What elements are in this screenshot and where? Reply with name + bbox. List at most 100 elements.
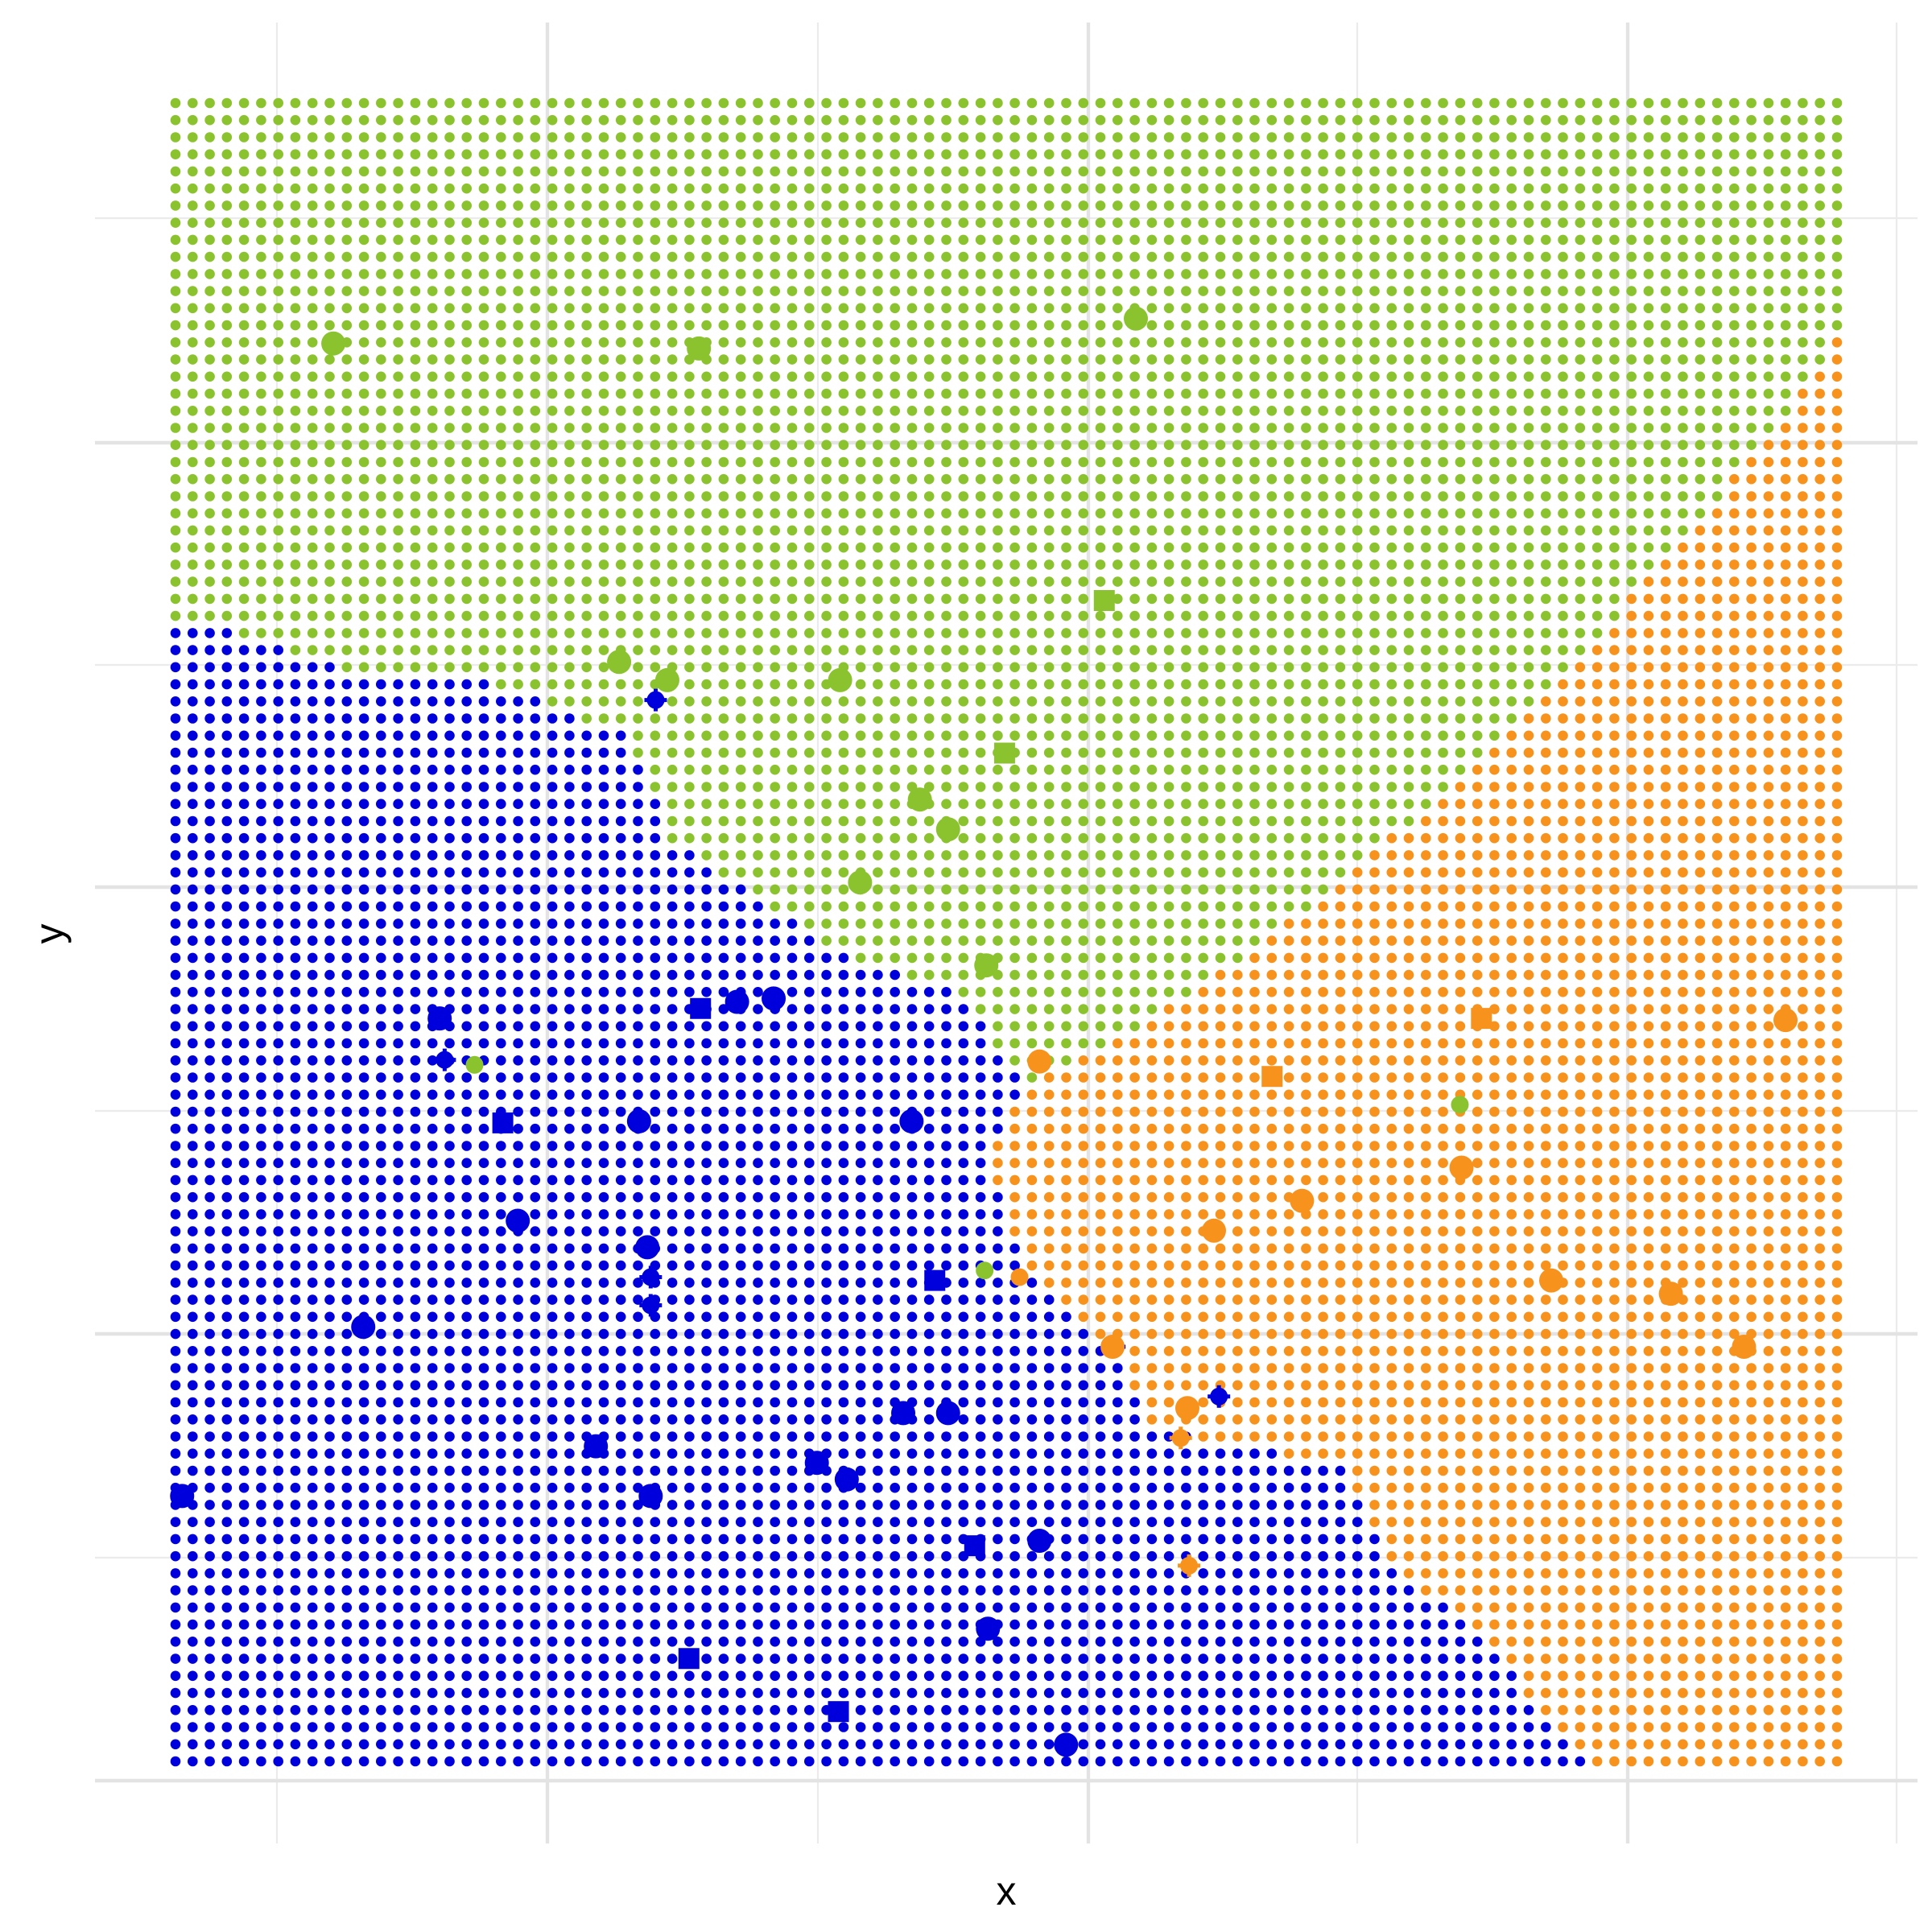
grid-dot-blue [615,1004,626,1014]
grid-dot-blue [204,1585,215,1596]
grid-dot-blue [650,1653,661,1664]
grid-dot-blue [701,1072,712,1083]
grid-dot-blue [547,969,558,980]
grid-dot-orange [1352,1174,1363,1186]
grid-dot-blue [1009,1550,1020,1562]
grid-dot-blue [513,952,523,964]
grid-dot-orange [1746,1294,1757,1305]
grid-dot-blue [1266,1482,1278,1493]
grid-dot-blue [684,1038,695,1049]
grid-dot-blue [1146,1739,1158,1750]
grid-dot-orange [1506,901,1517,912]
grid-dot-orange [1814,1209,1825,1220]
grid-dot-orange [1198,1089,1208,1100]
grid-dot-blue [1163,1534,1174,1545]
grid-dot-blue [753,1328,763,1340]
grid-dot-blue [684,1431,695,1442]
grid-dot-green [1129,901,1140,912]
grid-dot-blue [753,1534,763,1545]
grid-dot-blue [770,1431,780,1442]
grid-dot-blue [496,1687,506,1699]
grid-dot-orange [1506,987,1517,997]
grid-dot-blue [941,1637,952,1647]
grid-dot-orange [1249,1311,1260,1323]
grid-dot-blue [376,1294,386,1305]
grid-dot-orange [1591,1550,1603,1562]
grid-dot-orange [1626,1431,1637,1442]
grid-dot-blue [786,1619,798,1630]
grid-dot-orange [1506,1653,1517,1664]
grid-dot-blue [753,1431,763,1442]
grid-dot-orange [1421,1123,1431,1134]
grid-dot-orange [1489,1226,1500,1236]
grid-dot-orange [1283,1448,1294,1459]
grid-dot-blue [821,1534,832,1545]
grid-dot-orange [1609,1482,1620,1493]
grid-dot-blue [358,1722,369,1732]
grid-dot-orange [1831,1482,1843,1493]
grid-dot-blue [1301,1705,1311,1715]
grid-dot-blue [221,969,233,980]
grid-dot-blue [923,1653,935,1664]
grid-dot-blue [204,1517,215,1527]
grid-dot-blue [444,1072,455,1083]
grid-dot-blue [1335,1550,1346,1562]
grid-dot-blue [341,1670,353,1682]
grid-dot-orange [1232,969,1243,980]
grid-dot-blue [890,1346,900,1356]
grid-dot-blue [718,1328,729,1340]
grid-dot-orange [1421,1500,1431,1510]
grid-dot-blue [256,1141,266,1151]
grid-dot-blue [221,1278,233,1288]
grid-dot-blue [170,901,181,912]
grid-dot-orange [1660,1534,1671,1545]
grid-dot-orange [1558,1619,1568,1630]
grid-dot-blue [873,1568,883,1579]
grid-dot-orange [1386,1123,1397,1134]
grid-dot-orange [1335,901,1346,912]
grid-dot-blue [993,1055,1003,1066]
grid-dot-blue [1181,1465,1191,1476]
grid-dot-orange [1095,1106,1106,1117]
grid-dot-orange [1558,1637,1568,1647]
grid-dot-blue [1301,1756,1311,1767]
grid-dot-blue [170,1158,181,1168]
grid-dot-orange [1113,1311,1123,1323]
grid-dot-blue [890,1670,900,1682]
grid-dot-blue [993,1637,1003,1647]
grid-dot-blue [273,1465,284,1476]
grid-dot-orange [1043,1072,1055,1083]
grid-dot-orange [1489,1106,1500,1117]
grid-dot-orange [1575,1209,1586,1220]
grid-dot-blue [358,1517,369,1527]
grid-dot-blue [1369,1687,1380,1699]
grid-dot-blue [923,1141,935,1151]
grid-dot-blue [478,1328,489,1340]
grid-dot-orange [1421,1243,1431,1254]
grid-dot-blue [170,987,181,997]
grid-dot-blue [718,1722,729,1732]
grid-dot-orange [1421,1021,1431,1032]
grid-dot-blue [906,1670,918,1682]
grid-dot-blue [804,1226,815,1236]
grid-dot-blue [1198,1637,1208,1647]
grid-dot-blue [170,1739,181,1750]
grid-dot-blue [735,1191,746,1203]
grid-dot-blue [1335,1653,1346,1664]
grid-dot-blue [496,1517,506,1527]
grid-dot-blue [598,1414,609,1425]
grid-dot-orange [1763,1534,1774,1545]
grid-dot-blue [290,1568,301,1579]
grid-dot-blue [1421,1739,1431,1750]
grid-dot-blue [1232,1550,1243,1562]
grid-dot-blue [204,1550,215,1562]
grid-dot-blue [1386,1756,1397,1767]
grid-dot-orange [1369,1123,1380,1134]
grid-dot-orange [1318,1414,1328,1425]
grid-dot-orange [1575,1517,1586,1527]
grid-dot-orange [1318,952,1328,964]
grid-dot-green [890,952,900,964]
grid-dot-orange [1472,1226,1483,1236]
grid-dot-blue [1472,1637,1483,1647]
grid-dot-green [1163,901,1174,912]
